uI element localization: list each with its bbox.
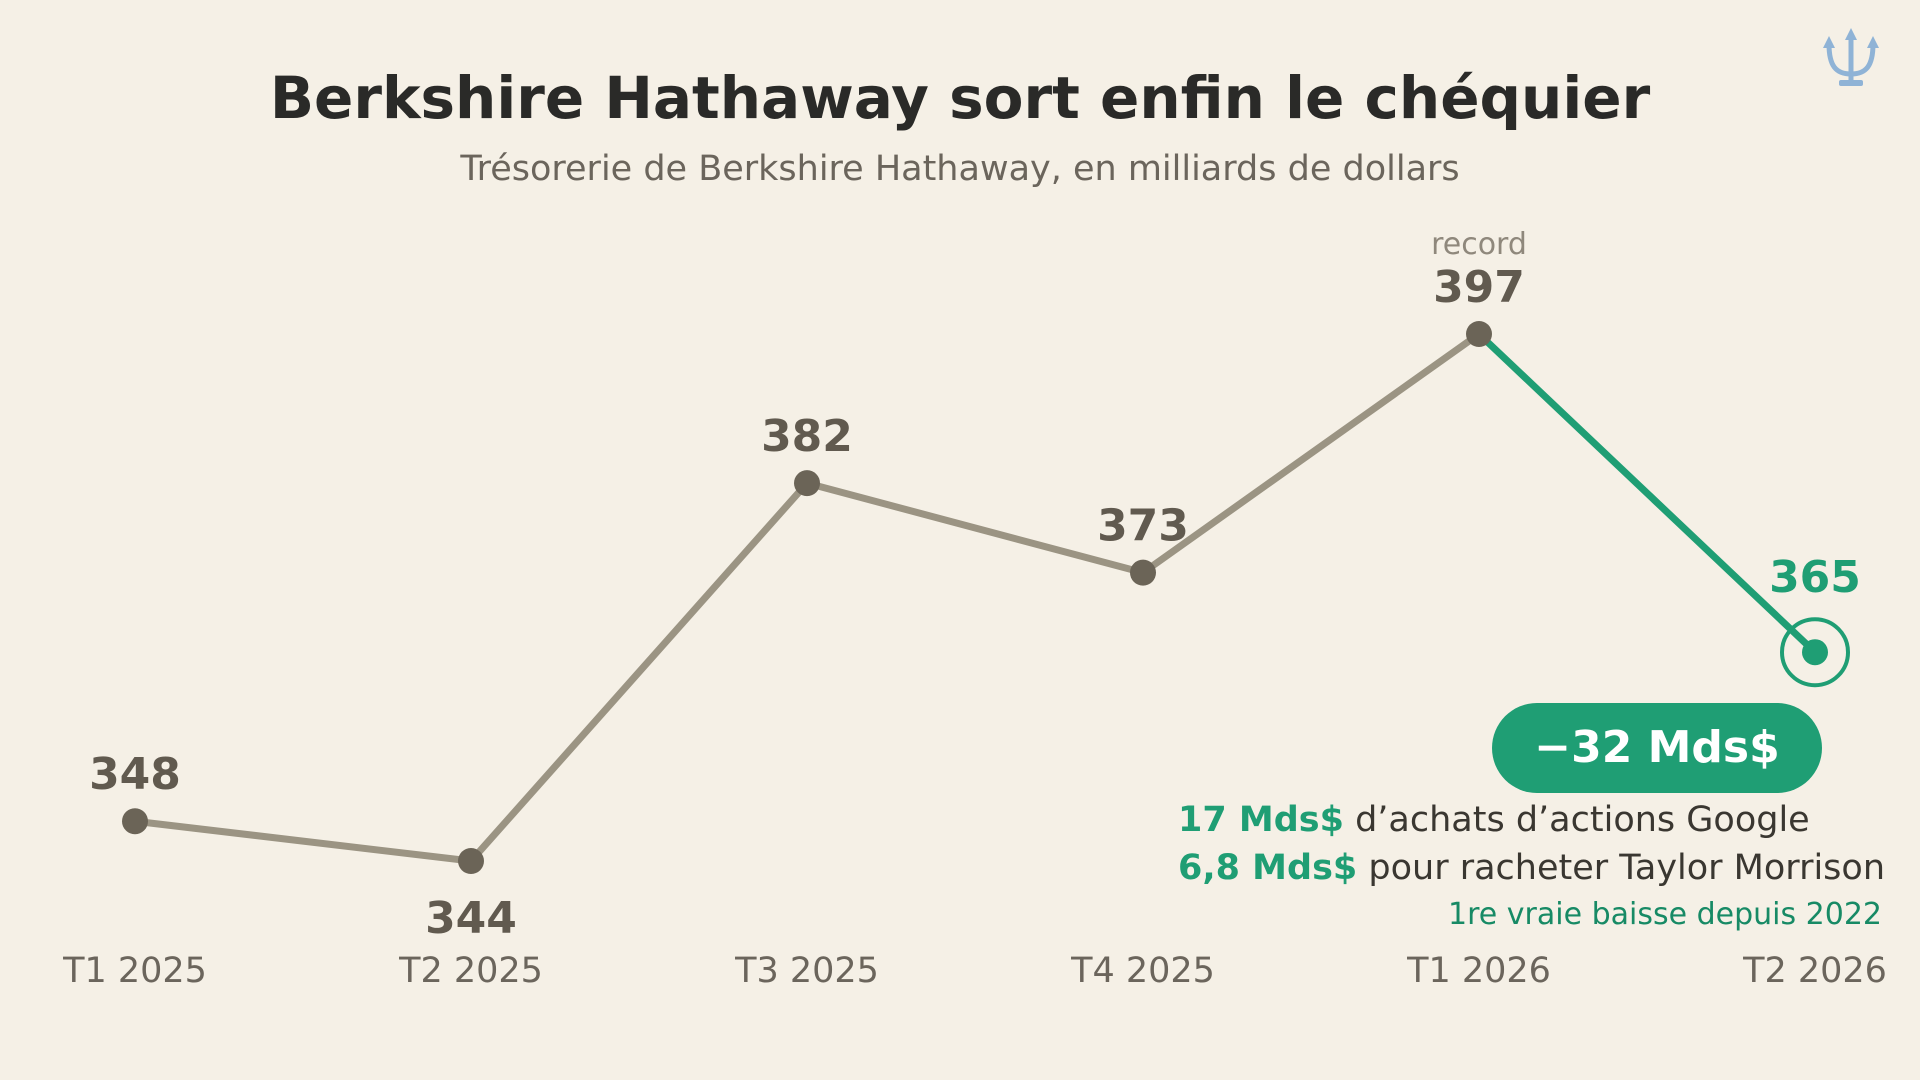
x-tick-label: T2 2026: [1742, 951, 1887, 991]
series-layer: 348 344 382 373 397 365: [89, 262, 1861, 944]
change-badge-text: −32 Mds$: [1534, 722, 1780, 773]
x-tick-label: T3 2025: [734, 951, 879, 991]
annotation-taylor-text: pour racheter Taylor Morrison: [1357, 848, 1885, 888]
series-segment: [1139, 330, 1483, 577]
annotation-google-text: d’achats d’actions Google: [1344, 800, 1810, 840]
annotation-line-taylor: 6,8 Mds$ pour racheter Taylor Morrison: [1178, 848, 1885, 888]
data-point: [1130, 559, 1156, 586]
series-segment: [131, 817, 475, 865]
data-label: 397: [1433, 262, 1525, 313]
highlight-ring: [1780, 617, 1850, 688]
annotation-footnote: 1re vraie baisse depuis 2022: [1448, 897, 1882, 932]
x-tick-label: T4 2025: [1070, 951, 1215, 991]
data-label: 373: [1097, 501, 1189, 552]
data-label: 382: [761, 411, 853, 462]
data-point: [794, 470, 820, 497]
annotation-google-amount: 17 Mds$: [1178, 800, 1344, 840]
change-badge-pill: [1492, 703, 1822, 793]
trident-icon: [1823, 28, 1879, 86]
annotation-line-google: 17 Mds$ d’achats d’actions Google: [1178, 800, 1810, 840]
x-tick-label: T2 2025: [398, 951, 543, 991]
x-axis: T1 2025 T2 2025 T3 2025 T4 2025 T1 2026 T2 20…: [62, 951, 1887, 991]
data-point: [122, 808, 148, 835]
chart-subtitle: Trésorerie de Berkshire Hathaway, en mil…: [459, 149, 1459, 189]
x-tick-label: T1 2026: [1406, 951, 1551, 991]
highlight-segment: [1475, 330, 1819, 656]
x-tick-label: T1 2025: [62, 951, 207, 991]
data-point: [1466, 321, 1492, 347]
change-badge: −32 Mds$: [1492, 703, 1822, 793]
record-label: record: [1431, 227, 1527, 262]
data-point: [1802, 639, 1828, 666]
annotation-taylor-amount: 6,8 Mds$: [1178, 848, 1357, 888]
data-label: 344: [425, 893, 517, 944]
series-segment: [803, 479, 1147, 577]
data-label: 365: [1769, 552, 1861, 603]
chart-title: Berkshire Hathaway sort enfin le chéquie…: [270, 64, 1651, 132]
data-point: [458, 848, 484, 874]
data-label: 348: [89, 749, 181, 800]
series-segment: [467, 479, 811, 865]
